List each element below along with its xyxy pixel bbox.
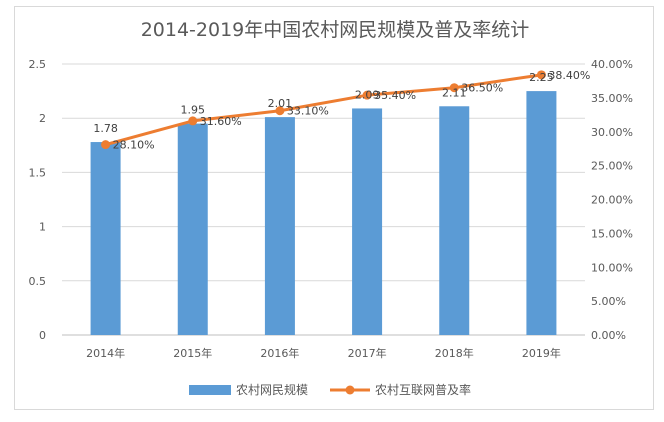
line-data-label: 33.10% — [287, 105, 329, 118]
bar — [90, 142, 121, 335]
legend: 农村网民规模 农村互联网普及率 — [189, 382, 471, 397]
legend-line-label: 农村互联网普及率 — [375, 382, 471, 397]
y-right-tick-label: 10.00% — [591, 261, 633, 274]
bar-data-label: 2.25 — [529, 71, 554, 84]
y-right-tick-label: 20.00% — [591, 194, 633, 207]
legend-bar-swatch — [189, 385, 231, 395]
chart-frame: 2014-2019年中国农村网民规模及普及率统计 0 0.5 1 1.5 2 2.5 0.0… — [14, 6, 654, 410]
y-left-tick-label: 1 — [39, 221, 46, 234]
line-data-label: 36.50% — [461, 82, 503, 95]
bar — [526, 91, 557, 335]
grid-lines — [62, 63, 585, 282]
line-data-label: 35.40% — [374, 89, 416, 102]
chart-svg: 2014-2019年中国农村网民规模及普及率统计 0 0.5 1 1.5 2 2.5 0.0… — [29, 19, 633, 397]
line-path — [105, 73, 542, 147]
data-labels: 1.78 1.95 2.01 2.09 2.11 2.25 28.10% 31.60% 33.1… — [93, 69, 590, 152]
line-data-label: 31.60% — [200, 115, 242, 128]
line-data-label: 28.10% — [113, 139, 155, 152]
x-tick-label: 2018年 — [435, 346, 474, 360]
line-point — [188, 116, 198, 126]
line-point — [101, 140, 111, 150]
y-right-tick-label: 40.00% — [591, 58, 633, 71]
y-right-tick-label: 0.00% — [591, 329, 626, 342]
x-tick-label: 2019年 — [522, 346, 561, 360]
bar — [439, 106, 470, 335]
x-tick-label: 2017年 — [348, 346, 387, 360]
x-tick-label: 2016年 — [260, 346, 299, 360]
line-point — [362, 90, 372, 100]
y-right-tick-label: 5.00% — [591, 295, 626, 308]
bar — [352, 108, 383, 335]
y-right-tick-label: 30.00% — [591, 126, 633, 139]
bar-data-label: 1.95 — [181, 104, 206, 117]
bar — [177, 123, 208, 336]
line-point — [275, 106, 285, 116]
line-point — [449, 83, 459, 93]
y-right-tick-label: 25.00% — [591, 160, 633, 173]
y-left-tick-label: 0 — [39, 329, 46, 342]
bar — [264, 117, 295, 335]
bar-data-label: 2.01 — [268, 97, 293, 110]
axes: 0 0.5 1 1.5 2 2.5 0.00% 5.00% 10.00% 15.00% 20.00%… — [29, 58, 633, 360]
line-point — [536, 70, 546, 80]
y-left-tick-label: 0.5 — [29, 275, 47, 288]
bar-data-label: 1.78 — [93, 122, 118, 135]
x-tick-label: 2015年 — [173, 346, 212, 360]
chart-title: 2014-2019年中国农村网民规模及普及率统计 — [141, 19, 530, 41]
line-series — [101, 70, 546, 150]
y-left-tick-label: 1.5 — [29, 166, 47, 179]
y-left-tick-label: 2.5 — [29, 58, 47, 71]
y-right-tick-label: 35.00% — [591, 92, 633, 105]
bar-data-label: 2.11 — [442, 86, 467, 99]
y-right-tick-label: 15.00% — [591, 227, 633, 240]
bar-series — [90, 91, 557, 336]
y-left-tick-label: 2 — [39, 112, 46, 125]
legend-line-marker — [345, 385, 355, 395]
bar-data-label: 2.09 — [355, 88, 380, 101]
legend-bar-label: 农村网民规模 — [236, 382, 308, 397]
line-data-label: 38.40% — [548, 69, 590, 82]
x-tick-label: 2014年 — [86, 346, 125, 360]
